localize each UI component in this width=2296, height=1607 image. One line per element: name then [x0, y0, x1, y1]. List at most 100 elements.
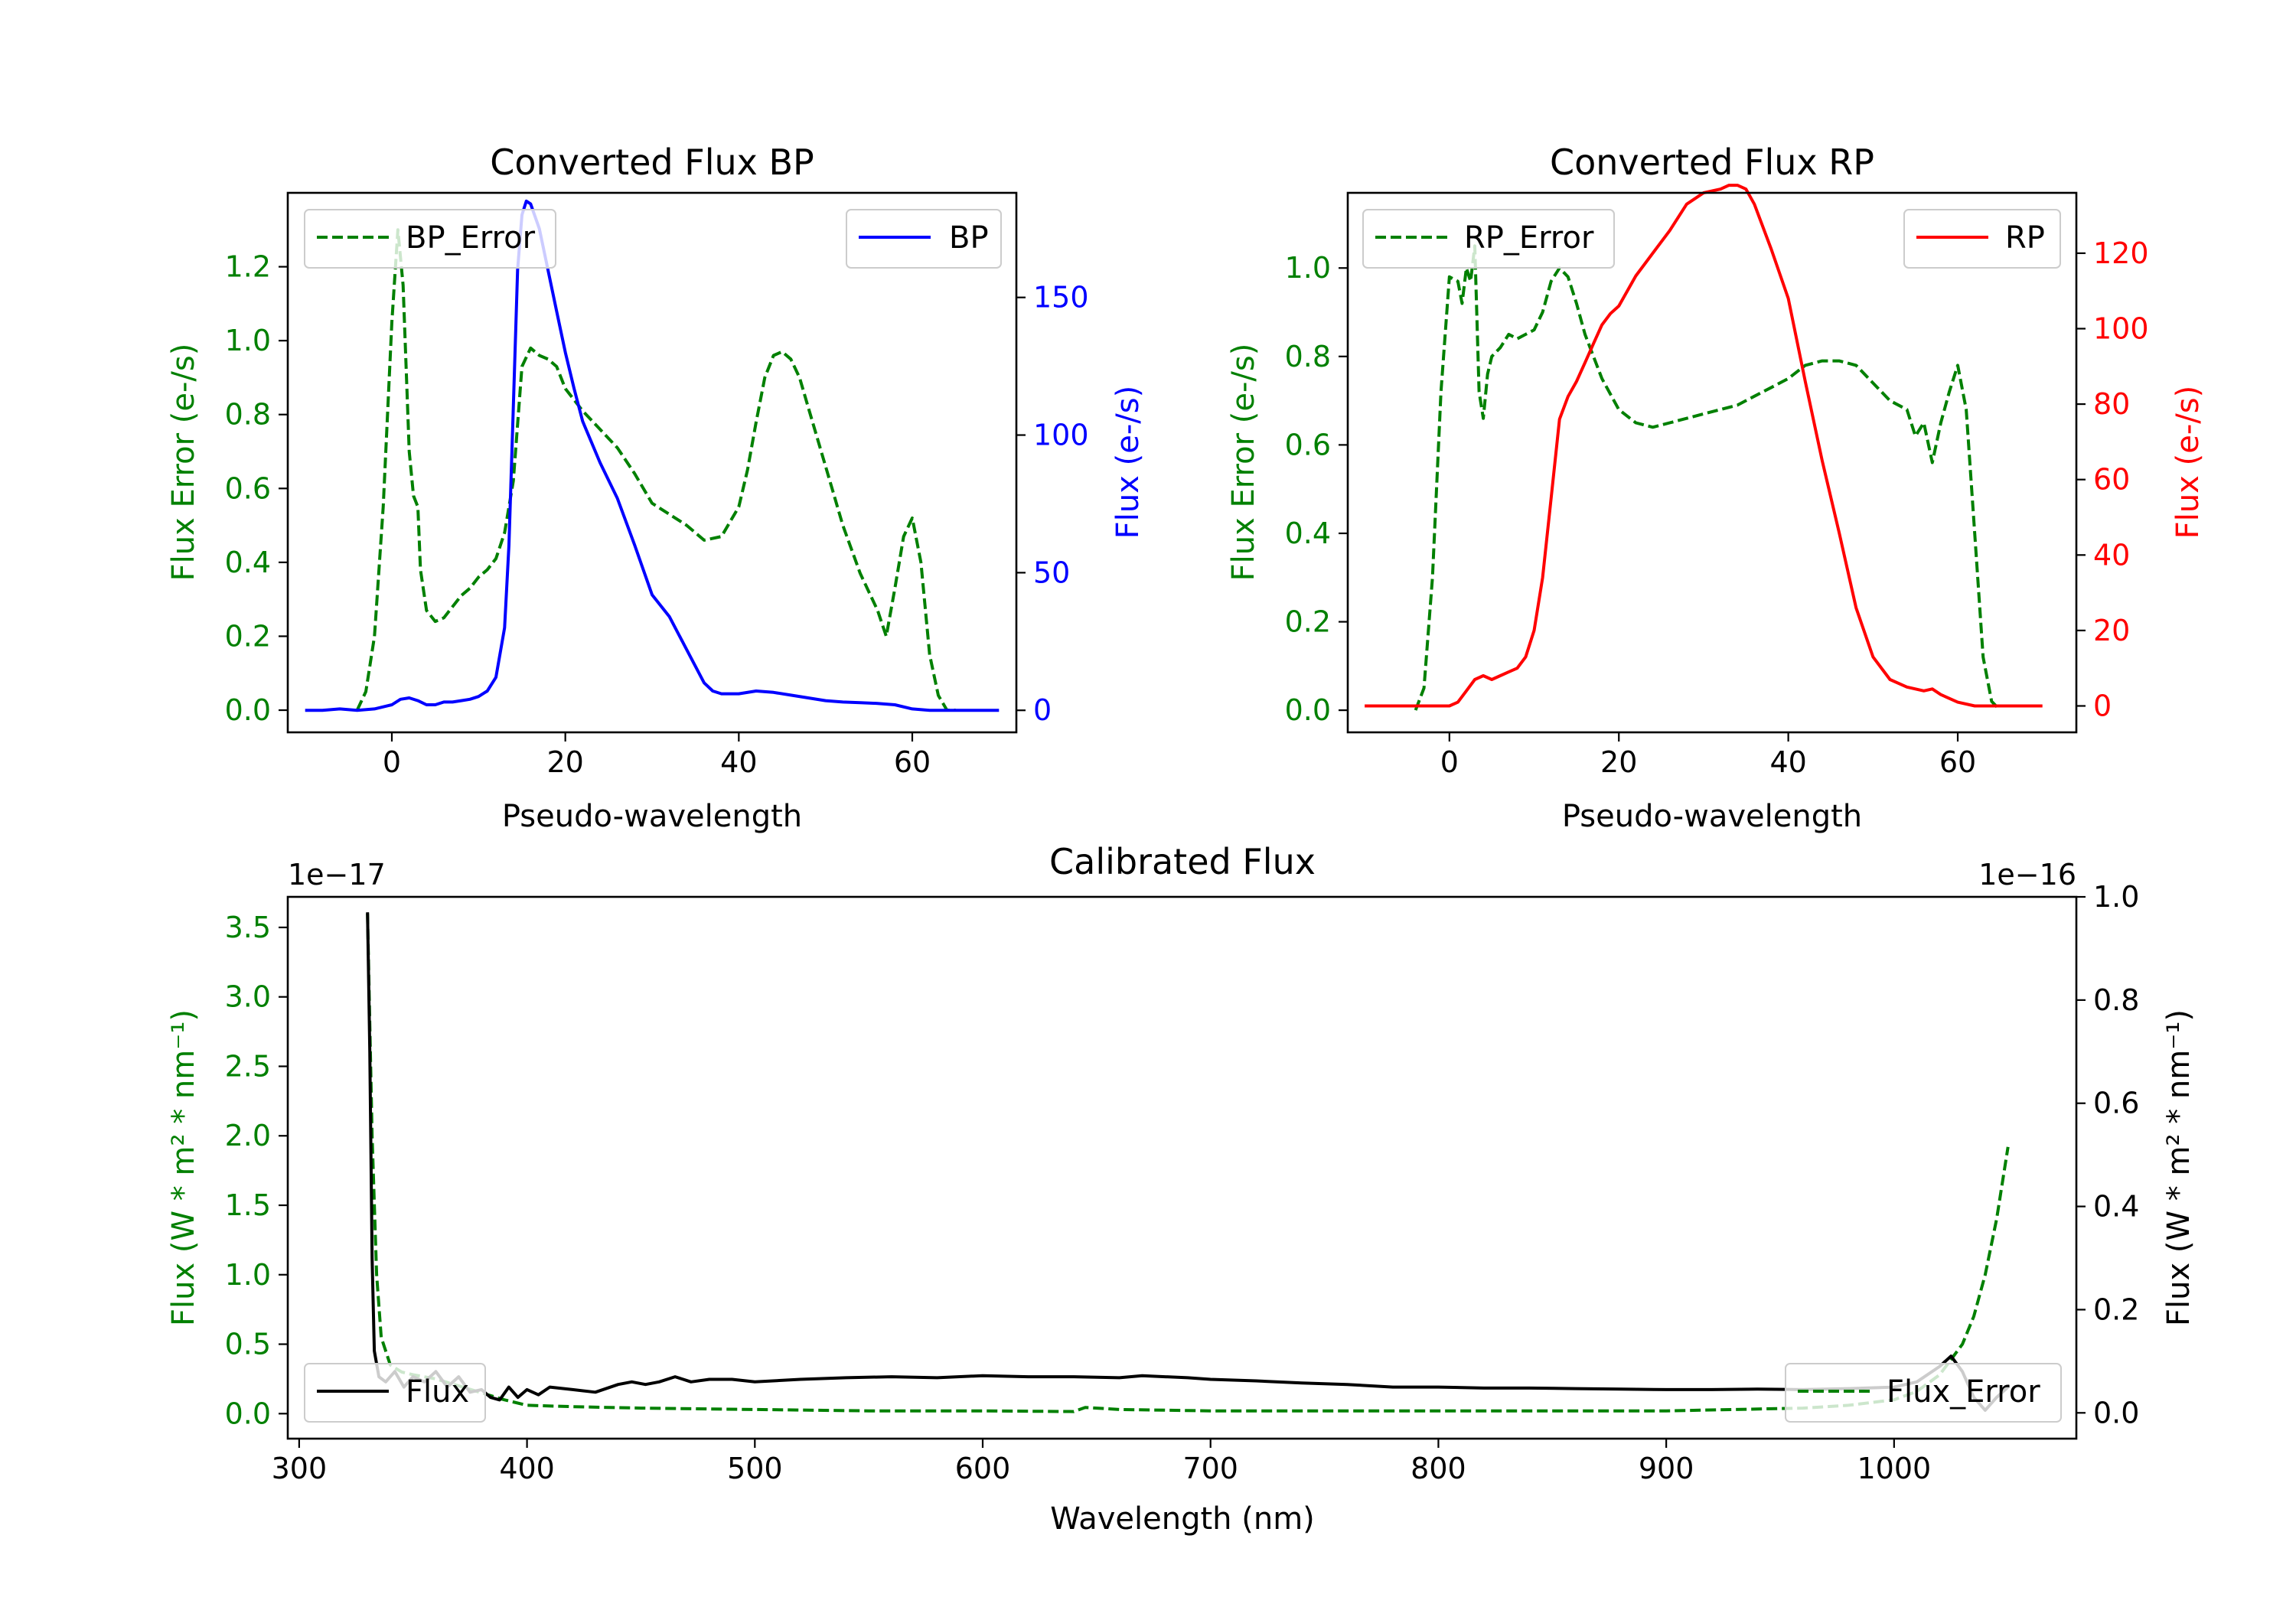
bp-right-axis-label: Flux (e-/s): [1110, 386, 1146, 539]
cal-x-tick-label: 400: [499, 1452, 555, 1485]
rp-x-tick-label: 20: [1600, 745, 1637, 779]
rp-x-tick-label: 40: [1769, 745, 1806, 779]
cal-left-tick-label: 1.0: [225, 1258, 271, 1292]
cal-right-tick-label: 0.6: [2093, 1087, 2139, 1120]
bp-x-axis: 0 20 40 60: [383, 732, 931, 779]
rp-right-tick-label: 120: [2093, 236, 2149, 270]
calibrated-x-axis: 300 400 500 600 700 800 900 1000: [272, 1439, 1931, 1485]
bp-plot-area: [305, 199, 1000, 712]
rp-x-axis-label: Pseudo-wavelength: [1562, 799, 1862, 834]
bp-x-tick-label: 20: [546, 745, 583, 779]
calibrated-left-axis-label: Flux (W * m² * nm⁻¹): [166, 1009, 201, 1326]
bp-right-tick-label: 100: [1033, 419, 1089, 452]
calibrated-legend-error: Flux_Error: [1785, 1363, 2062, 1423]
bp-legend-flux: BP: [846, 209, 1002, 269]
calibrated-legend-flux: Flux: [304, 1363, 486, 1423]
cal-x-tick-label: 900: [1639, 1452, 1694, 1485]
bp-legend-error-box: [304, 209, 556, 269]
rp-left-tick-label: 0.8: [1285, 340, 1331, 373]
bp-chart-title: Converted Flux BP: [490, 142, 814, 183]
calibrated-legend-error-label: Flux_Error: [1887, 1374, 2040, 1410]
rp-right-tick-label: 20: [2093, 614, 2130, 647]
cal-left-tick-label: 2.0: [225, 1119, 271, 1152]
bp-left-axis: 0.0 0.2 0.4 0.6 0.8 1.0 1.2: [225, 250, 288, 727]
rp-x-axis: 0 20 40 60: [1440, 732, 1976, 779]
calibrated-x-axis-label: Wavelength (nm): [1050, 1501, 1315, 1537]
bp-x-axis-label: Pseudo-wavelength: [502, 799, 802, 834]
bp-right-axis: 0 50 100 150: [1016, 281, 1089, 727]
cal-right-tick-label: 1.0: [2093, 880, 2139, 914]
bp-left-tick-label: 0.0: [225, 693, 271, 727]
rp-legend-flux: RP: [1903, 209, 2061, 269]
rp-left-tick-label: 0.0: [1285, 693, 1331, 727]
rp-legend-error-box: [1362, 209, 1615, 269]
rp-right-tick-label: 60: [2093, 463, 2130, 497]
bp-legend-flux-label: BP: [949, 220, 989, 256]
rp-series-rp-line: [1365, 184, 2043, 708]
calibrated-right-axis-label: Flux (W * m² * nm⁻¹): [2161, 1009, 2197, 1326]
bp-left-tick-label: 0.6: [225, 471, 271, 505]
bp-axes-frame: [286, 191, 1018, 734]
calibrated-legend-error-box: [1785, 1363, 2062, 1423]
rp-right-tick-label: 0: [2093, 689, 2112, 722]
rp-right-axis: 0 20 40 60 80 100 120: [2076, 236, 2149, 722]
cal-x-tick-label: 800: [1411, 1452, 1466, 1485]
cal-left-tick-label: 0.0: [225, 1397, 271, 1430]
cal-left-tick-label: 2.5: [225, 1049, 271, 1083]
cal-x-tick-label: 500: [727, 1452, 783, 1485]
rp-left-tick-label: 0.4: [1285, 517, 1331, 550]
rp-chart-title: Converted Flux RP: [1550, 142, 1874, 183]
rp-right-tick-label: 40: [2093, 538, 2130, 572]
rp-left-tick-label: 1.0: [1285, 251, 1331, 285]
cal-x-tick-label: 700: [1182, 1452, 1238, 1485]
bp-right-tick-label: 150: [1033, 281, 1089, 315]
rp-x-tick-label: 60: [1939, 745, 1976, 779]
cal-x-tick-label: 1000: [1857, 1452, 1931, 1485]
calibrated-right-offset-text: 1e−16: [1978, 858, 2076, 892]
bp-x-tick-label: 0: [383, 745, 401, 779]
bp-x-tick-label: 40: [720, 745, 757, 779]
bp-left-axis-label: Flux Error (e-/s): [166, 344, 201, 582]
cal-x-tick-label: 300: [272, 1452, 328, 1485]
cal-left-tick-label: 1.5: [225, 1188, 271, 1222]
cal-x-tick-label: 600: [955, 1452, 1011, 1485]
bp-chart-panel: Converted Flux BP 0 20 40 60 0.00.20.40.60.…: [166, 142, 1146, 834]
bp-x-tick-label: 60: [894, 745, 931, 779]
calibrated-left-axis: 0.0 0.5 1.0 1.5 2.0 2.5 3.0 3.5: [225, 911, 288, 1430]
rp-left-axis: 0.0 0.2 0.4 0.6 0.8 1.0: [1285, 251, 1348, 727]
rp-chart-panel: Converted Flux RP 0 20 40 60 0.00.20.40.60.…: [1226, 142, 2206, 834]
bp-left-tick-label: 1.0: [225, 324, 271, 357]
bp-right-tick-label: 0: [1033, 693, 1052, 727]
rp-x-tick-label: 0: [1440, 745, 1459, 779]
bp-series-bp-error-line: [355, 228, 956, 712]
cal-left-tick-label: 0.5: [225, 1328, 271, 1361]
rp-right-tick-label: 100: [2093, 311, 2149, 345]
rp-left-axis-label: Flux Error (e-/s): [1226, 344, 1261, 582]
rp-legend-flux-label: RP: [2005, 220, 2045, 256]
bp-legend-error-label: BP_Error: [406, 220, 536, 256]
bp-series-bp-line: [305, 199, 1000, 712]
calibrated-left-offset-text: 1e−17: [288, 858, 386, 892]
rp-axes-frame: [1346, 191, 2078, 734]
rp-legend-error: RP_Error: [1362, 209, 1615, 269]
cal-right-tick-label: 0.2: [2093, 1292, 2139, 1326]
bp-left-tick-label: 0.4: [225, 546, 271, 579]
calibrated-axes-frame: [286, 895, 2078, 1440]
rp-right-axis-label: Flux (e-/s): [2170, 386, 2206, 539]
rp-legend-error-label: RP_Error: [1464, 220, 1594, 256]
calibrated-right-axis: 0.0 0.2 0.4 0.6 0.8 1.0: [2076, 880, 2139, 1429]
bp-left-tick-label: 1.2: [225, 250, 271, 284]
calibrated-chart-title: Calibrated Flux: [1049, 841, 1316, 882]
cal-right-tick-label: 0.8: [2093, 983, 2139, 1017]
bp-left-tick-label: 0.8: [225, 398, 271, 432]
calibrated-chart-panel: Calibrated Flux 1e−17 1e−16 300 400 500 600…: [166, 841, 2197, 1537]
calibrated-legend-flux-label: Flux: [406, 1374, 469, 1410]
cal-right-tick-label: 0.4: [2093, 1190, 2139, 1224]
rp-right-tick-label: 80: [2093, 387, 2130, 421]
rp-left-tick-label: 0.6: [1285, 428, 1331, 461]
bp-left-tick-label: 0.2: [225, 619, 271, 653]
bp-legend-error: BP_Error: [304, 209, 556, 269]
bp-right-tick-label: 50: [1033, 556, 1070, 589]
cal-right-tick-label: 0.0: [2093, 1396, 2139, 1429]
